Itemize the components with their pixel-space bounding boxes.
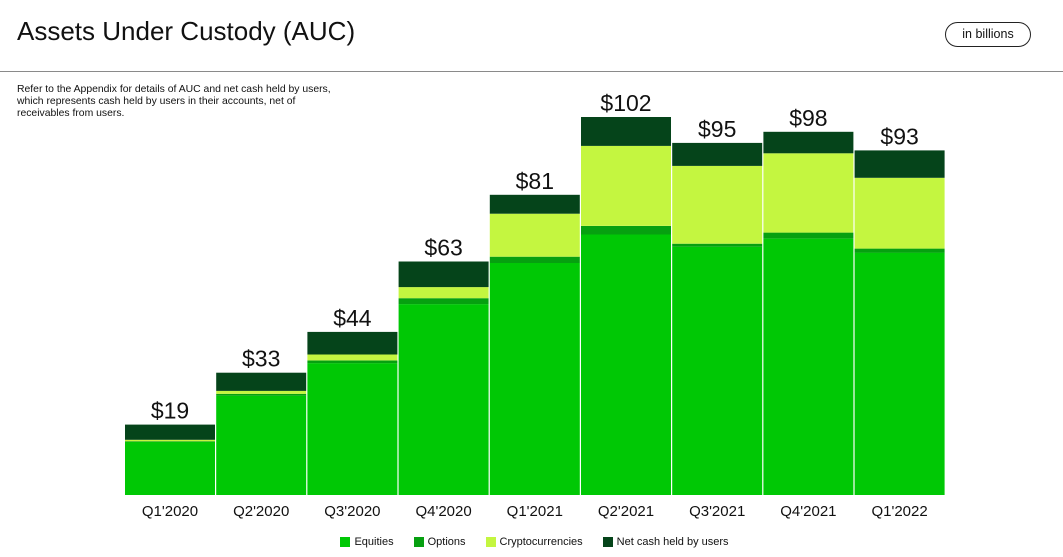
bar-segment-cryptocurrencies — [763, 153, 854, 233]
x-tick-label: Q2'2020 — [233, 503, 289, 520]
bar-segment-options — [125, 441, 215, 442]
bar-segment-equities — [672, 246, 763, 495]
bar-total-label: $93 — [880, 123, 918, 149]
bar-segment-options — [398, 298, 489, 305]
bar-segment-net-cash-held-by-users — [216, 372, 307, 391]
bar-segment-cryptocurrencies — [125, 439, 215, 442]
bar-segment-net-cash-held-by-users — [854, 150, 945, 178]
bar-segment-options — [489, 256, 580, 263]
bar-segment-options — [216, 393, 307, 396]
units-badge: in billions — [945, 22, 1031, 47]
chart-legend: Equities Options Cryptocurrencies Net cash … — [0, 533, 1063, 551]
bar-segment-net-cash-held-by-users — [581, 117, 671, 146]
legend-label: Net cash held by users — [616, 536, 729, 548]
x-tick-label: Q1'2021 — [507, 503, 563, 520]
bar-segment-equities — [763, 238, 854, 495]
bar-segment-cryptocurrencies — [672, 165, 763, 244]
bar-segment-equities — [489, 263, 580, 495]
bar-total-label: $44 — [333, 305, 372, 331]
legend-item-equities: Equities — [340, 536, 394, 548]
legend-swatch — [602, 537, 613, 547]
bar-total-label: $19 — [151, 398, 189, 424]
legend-swatch — [485, 537, 496, 547]
bar-segment-equities — [398, 304, 489, 495]
x-tick-label: Q4'2020 — [415, 503, 471, 520]
bar-segment-net-cash-held-by-users — [672, 142, 763, 166]
bar-segment-options — [672, 243, 763, 247]
x-tick-label: Q3'2020 — [324, 503, 380, 520]
x-tick-label: Q4'2021 — [780, 503, 836, 520]
page-title: Assets Under Custody (AUC) — [17, 16, 356, 46]
bar-segment-net-cash-held-by-users — [398, 261, 489, 288]
bar-segment-cryptocurrencies — [307, 354, 398, 361]
bar-total-label: $102 — [600, 90, 651, 116]
header-divider — [0, 71, 1063, 72]
legend-item-net-cash-held-by-users: Net cash held by users — [602, 536, 729, 548]
legend-label: Equities — [354, 536, 394, 548]
x-tick-label: Q3'2021 — [689, 503, 745, 520]
bar-total-label: $98 — [789, 105, 827, 131]
bar-total-label: $81 — [516, 168, 554, 194]
bar-segment-cryptocurrencies — [489, 213, 580, 257]
bar-segment-options — [854, 248, 945, 253]
bar-segment-cryptocurrencies — [854, 177, 945, 249]
auc-stacked-bar-chart: $19 Q1'2020 $33 Q2'2020 $44 Q3'2020 $63 Q4'2020… — [125, 90, 945, 520]
bar-total-label: $95 — [698, 116, 736, 142]
bar-segment-net-cash-held-by-users — [125, 424, 215, 440]
x-tick-label: Q1'2020 — [142, 503, 198, 520]
legend-label: Cryptocurrencies — [499, 536, 583, 548]
legend-swatch — [413, 537, 424, 547]
bar-segment-equities — [581, 234, 671, 495]
bar-segment-options — [307, 360, 398, 364]
bar-segment-options — [763, 232, 854, 239]
x-tick-label: Q2'2021 — [598, 503, 654, 520]
bar-total-label: $33 — [242, 346, 280, 372]
bar-segment-cryptocurrencies — [581, 145, 671, 226]
bar-segment-equities — [125, 442, 215, 495]
appendix-note: Refer to the Appendix for details of AUC… — [17, 84, 331, 119]
legend-swatch — [340, 537, 351, 547]
legend-label: Options — [427, 536, 466, 548]
bar-segment-cryptocurrencies — [398, 287, 489, 299]
bar-segment-net-cash-held-by-users — [307, 331, 398, 355]
bar-segment-cryptocurrencies — [216, 390, 307, 394]
bar-segment-equities — [216, 395, 307, 495]
bar-segment-equities — [854, 252, 945, 495]
x-tick-label: Q1'2022 — [871, 503, 927, 520]
bar-segment-equities — [307, 363, 398, 495]
bar-total-label: $63 — [424, 235, 462, 261]
bar-segment-net-cash-held-by-users — [763, 131, 854, 154]
legend-item-cryptocurrencies: Cryptocurrencies — [485, 536, 583, 548]
bar-segment-options — [581, 226, 671, 235]
legend-item-options: Options — [413, 536, 466, 548]
bar-segment-net-cash-held-by-users — [489, 194, 580, 214]
